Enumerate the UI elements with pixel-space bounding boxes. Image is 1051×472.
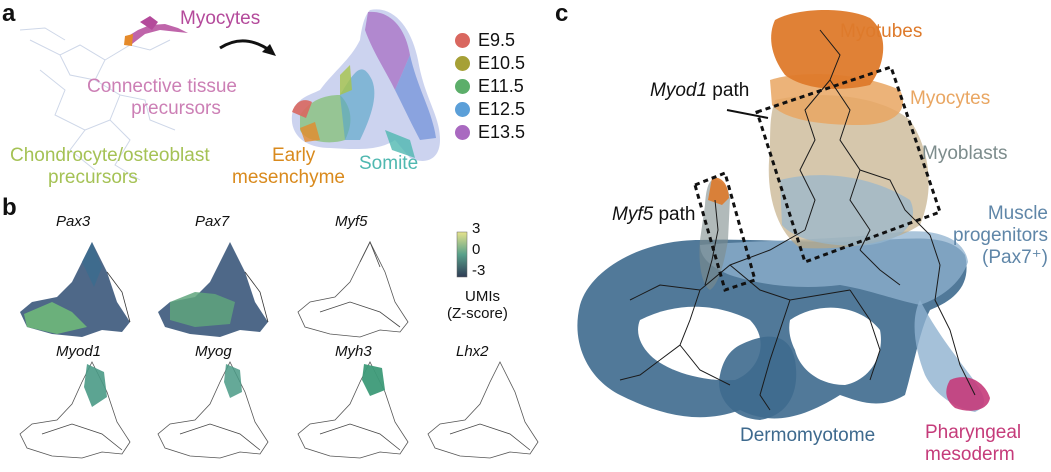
- legend-label: E12.5: [478, 99, 526, 119]
- myocyte-cluster: [124, 16, 188, 46]
- legend-label: E9.5: [478, 30, 516, 50]
- feature-plot-myog: [157, 361, 269, 459]
- myod1-gene: Myod1: [650, 80, 708, 101]
- connective-line1: Connective tissue: [87, 76, 237, 97]
- panel-a-letter: a: [2, 0, 16, 27]
- gene-label-myog: Myog: [195, 343, 232, 360]
- connective-tissue-label: Connective tissue precursors: [87, 76, 237, 120]
- feature-plot-myh3: [297, 361, 409, 459]
- myoblasts-label: Myoblasts: [922, 143, 1008, 164]
- legend-dot: [455, 78, 470, 94]
- legend-dot: [455, 101, 470, 117]
- myocyte-cloud: [770, 74, 904, 125]
- somite-label: Somite: [359, 153, 419, 174]
- legend-label: E11.5: [478, 76, 524, 96]
- stage-legend: E9.5 E10.5 E11.5 E12.5 E13.5: [455, 30, 545, 150]
- myod1-callout-line: [726, 109, 769, 119]
- colorbar-tick-top: 3: [472, 220, 481, 237]
- feature-plot-pax7: [158, 242, 269, 337]
- myod1-path-label: Myod1 path: [650, 80, 749, 102]
- chondrocyte-label: Chondrocyte/osteoblast precursors: [10, 145, 210, 189]
- panel-b-letter: b: [2, 194, 17, 221]
- myocytes-c-label: Myocytes: [910, 88, 991, 109]
- legend-dot: [455, 55, 470, 71]
- inner-hole-2: [789, 307, 881, 385]
- legend-item-e9-5: E9.5: [455, 30, 515, 51]
- feature-plot-pax3: [20, 242, 131, 337]
- myf5-tip: [708, 177, 729, 205]
- myotubes-label: Myotubes: [840, 21, 923, 42]
- feature-plot-myod1: [19, 361, 131, 459]
- dermomyotome-label: Dermomyotome: [740, 425, 876, 446]
- feature-plot-myf5: [297, 241, 409, 338]
- early-line1: Early: [272, 145, 316, 166]
- myf5-gene: Myf5: [612, 204, 654, 225]
- myocytes-label: Myocytes: [180, 8, 261, 29]
- legend-item-e12-5: E12.5: [455, 99, 525, 120]
- legend-item-e13-5: E13.5: [455, 122, 525, 143]
- legend-dot: [455, 32, 470, 48]
- myf5-branch: [699, 179, 730, 290]
- gene-label-pax3: Pax3: [56, 213, 91, 230]
- muscle-line3: (Pax7⁺): [982, 246, 1048, 268]
- early-line2: mesenchyme: [232, 166, 345, 188]
- myoblast-blue-cloud: [780, 175, 914, 246]
- umap-cloud: [291, 9, 440, 161]
- legend-label: E13.5: [478, 122, 526, 142]
- zscore-colorbar: [456, 231, 468, 278]
- myod1-path-box: [755, 65, 942, 264]
- pharyngeal-line1: Pharyngeal: [925, 422, 1022, 443]
- muscle-progenitors-label: Muscle progenitors (Pax7⁺): [938, 203, 1048, 269]
- panel-a-background-graph: [19, 27, 176, 181]
- muscle-progenitor-cloud: [700, 231, 968, 305]
- colorbar-label-line1: UMIs: [465, 288, 500, 305]
- gene-label-pax7: Pax7: [195, 213, 230, 230]
- gene-label-myh3: Myh3: [335, 343, 372, 360]
- legend-dot: [455, 124, 470, 140]
- myf5-path-box: [693, 170, 757, 292]
- myod1-suffix: path: [707, 80, 750, 101]
- colorbar-label-line2: (Z-score): [447, 305, 508, 322]
- panel-c-letter: c: [555, 0, 569, 27]
- pharyngeal-mesoderm-label: Pharyngeal mesoderm: [925, 422, 1021, 466]
- feature-plot-lhx2: [427, 361, 539, 459]
- muscle-line2: progenitors: [952, 224, 1048, 246]
- colorbar-label: UMIs (Z-score): [447, 288, 508, 322]
- legend-item-e11-5: E11.5: [455, 76, 524, 97]
- gene-label-lhx2: Lhx2: [456, 343, 489, 360]
- muscle-line1: Muscle: [987, 203, 1048, 224]
- colorbar-tick-mid: 0: [472, 241, 481, 258]
- early-mesenchyme-label: Early mesenchyme: [232, 145, 345, 189]
- legend-item-e10-5: E10.5: [455, 53, 525, 74]
- gene-label-myf5: Myf5: [335, 213, 368, 230]
- chondro-line2: precursors: [48, 166, 138, 188]
- pharyngeal-line2: mesoderm: [925, 443, 1015, 465]
- colorbar-tick-bottom: -3: [472, 262, 486, 279]
- myf5-path-label: Myf5 path: [612, 204, 695, 226]
- legend-label: E10.5: [478, 53, 526, 73]
- myotube-cloud: [771, 9, 884, 89]
- chondro-line1: Chondrocyte/osteoblast: [10, 145, 210, 166]
- bottom-cloud: [719, 336, 797, 420]
- gene-label-myod1: Myod1: [56, 343, 102, 360]
- pharyngeal-cloud: [946, 377, 990, 411]
- myf5-suffix: path: [653, 204, 696, 225]
- connective-line2: precursors: [131, 97, 221, 119]
